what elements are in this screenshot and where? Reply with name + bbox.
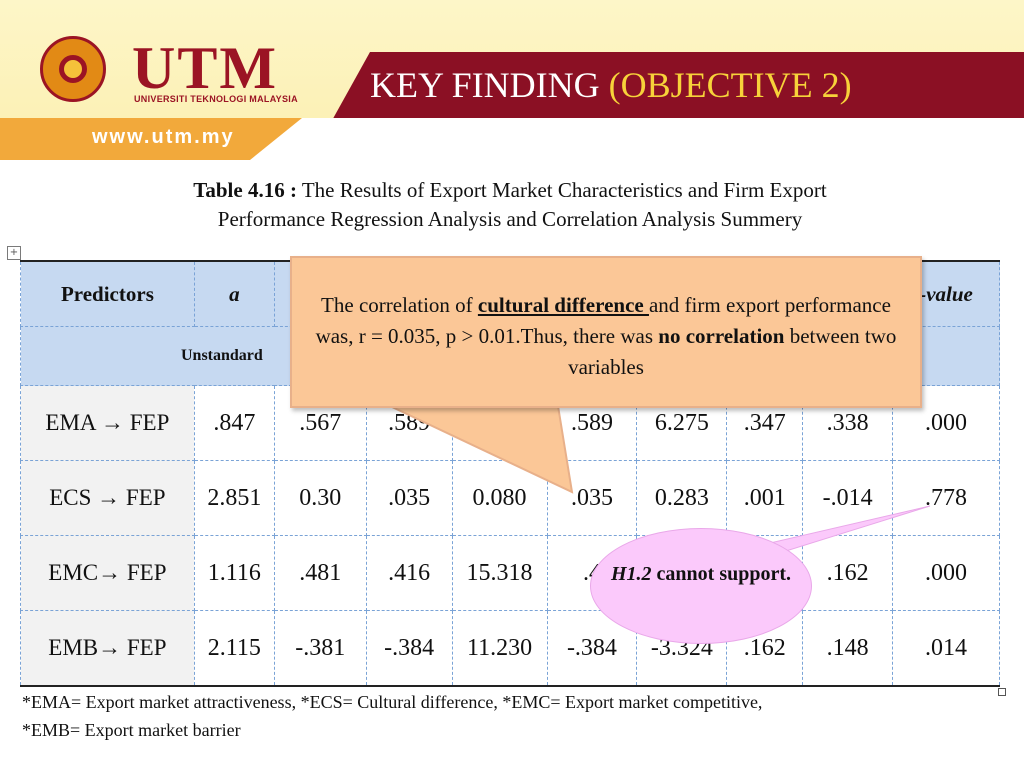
cell: .001 (726, 460, 804, 536)
title-objective: (OBJECTIVE 2) (608, 65, 852, 105)
table-caption: Table 4.16 : The Results of Export Marke… (110, 176, 910, 234)
cell: -.014 (802, 460, 894, 536)
cell: .162 (802, 535, 894, 611)
callout-text-correlation: orrelation (695, 324, 785, 348)
table-footnote: *EMA= Export market attractiveness, *ECS… (22, 688, 762, 744)
cell: .481 (273, 535, 367, 611)
callout-pointer (390, 405, 574, 494)
callout-text-6: between two variables (568, 324, 897, 379)
header-white-strip (250, 118, 1024, 160)
callout-text-no: no c (658, 324, 696, 348)
caption-label: Table 4.16 : (193, 178, 297, 202)
callout-text-cultural: cultural difference (477, 293, 649, 317)
footnote-line2: *EMB= Export market barrier (22, 720, 241, 740)
website-url: www.utm.my (92, 126, 235, 148)
utm-crest-icon (40, 36, 106, 102)
title-main: KEY FINDING (370, 65, 609, 105)
cell: .847 (193, 385, 275, 461)
cell: 15.318 (451, 535, 548, 611)
footnote-line1: *EMA= Export market attractiveness, *ECS… (22, 692, 763, 712)
move-anchor-icon[interactable]: + (7, 246, 21, 260)
row-predictor: EMB→ FEP (20, 610, 195, 687)
caption-line2: Performance Regression Analysis and Corr… (217, 207, 803, 231)
slide-title: KEY FINDING (OBJECTIVE 2) (370, 64, 852, 106)
hypothesis-label: H1.2 (610, 563, 652, 585)
correlation-callout: The correlation of cultural difference a… (290, 256, 922, 408)
hypothesis-result: cannot support. (651, 563, 792, 585)
callout-text-1: The correlation of (321, 293, 478, 317)
cell: 11.230 (451, 610, 548, 687)
header-predictors: Predictors (20, 260, 195, 327)
cell: 0.283 (636, 460, 728, 536)
cell: .000 (892, 535, 1000, 611)
table-resize-handle[interactable] (998, 688, 1006, 696)
cell: -.381 (273, 610, 367, 687)
logo-text: UTM (132, 35, 278, 101)
row-predictor: EMA → FEP (20, 385, 195, 461)
caption-line1: The Results of Export Market Characteris… (296, 178, 827, 202)
crest-inner-icon (59, 55, 87, 83)
callout-text-3: and firm export performance was, r = 0.0… (315, 293, 891, 348)
cell: .035 (365, 460, 453, 536)
cell: .014 (892, 610, 1000, 687)
cell: 1.116 (193, 535, 275, 611)
cell: .778 (892, 460, 1000, 536)
cell: 0.30 (273, 460, 367, 536)
table-row: ECS → FEP 2.851 0.30 .035 0.080 .035 0.2… (20, 460, 1000, 536)
row-predictor: EMC→ FEP (20, 535, 195, 611)
logo-subtitle: UNIVERSITI TEKNOLOGI MALAYSIA (134, 94, 298, 104)
cell: -.384 (365, 610, 453, 687)
row-predictor: ECS → FEP (20, 460, 195, 536)
table-row: EMB→ FEP 2.115 -.381 -.384 11.230 -.384 … (20, 610, 1000, 687)
cell: 2.115 (193, 610, 275, 687)
cell: 2.851 (193, 460, 275, 536)
header-title-bar (330, 52, 1024, 124)
header-a: a (193, 260, 275, 327)
cell: .148 (802, 610, 894, 687)
hypothesis-callout: H1.2 cannot support. (590, 528, 812, 644)
cell: .416 (365, 535, 453, 611)
